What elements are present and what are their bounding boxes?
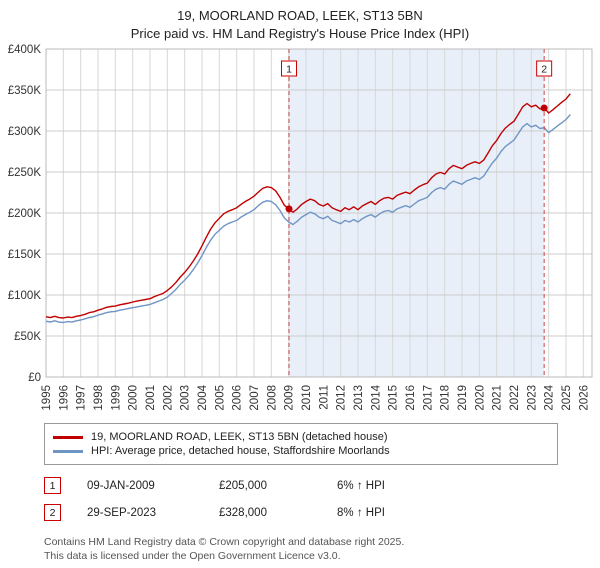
x-axis-label: 2002 — [162, 385, 174, 411]
x-axis-label: 2019 — [457, 385, 469, 411]
y-axis-label: £400K — [8, 44, 42, 56]
x-axis-label: 2023 — [526, 385, 538, 411]
x-axis-label: 2011 — [318, 385, 330, 410]
sale-1-number-badge: 1 — [44, 477, 61, 494]
sale-row-1: 1 09-JAN-2009 £205,000 6% ↑ HPI — [44, 477, 600, 494]
sale-1-chart-badge — [281, 60, 298, 77]
x-axis-label: 2018 — [440, 385, 452, 411]
x-axis-label: 2004 — [197, 384, 209, 410]
sale-1-marker — [285, 205, 293, 213]
x-axis-label: 2025 — [561, 385, 573, 411]
y-axis-label: £50K — [14, 331, 41, 343]
price-history-chart: 1 2 £0 £50K £100K £150K £200K £250K £300K £350K £4… — [8, 44, 593, 411]
sale-2-price: £328,000 — [219, 506, 267, 519]
x-axis-label: 2006 — [232, 385, 244, 411]
x-axis-label: 1995 — [41, 385, 53, 411]
x-axis-label: 2021 — [492, 385, 504, 411]
legend-label-hpi: HPI: Average price, detached house, Staf… — [91, 445, 390, 457]
x-axis-label: 1996 — [58, 385, 70, 411]
sales-list: 1 09-JAN-2009 £205,000 6% ↑ HPI 2 29-SEP… — [44, 477, 600, 521]
sale-row-2: 2 29-SEP-2023 £328,000 8% ↑ HPI — [44, 504, 600, 521]
x-axis-label: 2014 — [370, 384, 382, 410]
x-axis-label: 2017 — [422, 385, 434, 411]
footer: Contains HM Land Registry data © Crown c… — [44, 535, 600, 563]
page-subtitle: Price paid vs. HM Land Registry's House … — [130, 26, 470, 41]
y-axis-label: £0 — [28, 372, 41, 384]
x-axis-label: 2024 — [544, 384, 556, 410]
x-axis-label: 2008 — [266, 385, 278, 411]
y-axis-label: £350K — [8, 85, 42, 97]
x-axis-label: 2013 — [353, 385, 365, 411]
sale-2-number-badge: 2 — [44, 504, 61, 521]
y-axis-label: £200K — [8, 208, 42, 220]
x-axis-label: 2026 — [578, 385, 590, 411]
legend-item-price-paid: 19, MOORLAND ROAD, LEEK, ST13 5BN (detac… — [53, 431, 549, 443]
x-axis-label: 2010 — [301, 385, 313, 411]
page-title: 19, MOORLAND ROAD, LEEK, ST13 5BN — [177, 8, 423, 23]
svg-text:2: 2 — [541, 64, 547, 76]
svg-text:1: 1 — [286, 64, 292, 76]
legend: 19, MOORLAND ROAD, LEEK, ST13 5BN (detac… — [44, 423, 558, 465]
x-axis-label: 2015 — [388, 385, 400, 411]
price-paid-series-line — [45, 93, 571, 319]
sale-1-price: £205,000 — [219, 479, 267, 492]
footer-copyright: Contains HM Land Registry data © Crown c… — [44, 536, 405, 548]
sale-2-marker — [540, 104, 548, 112]
sale-2-chart-badge — [536, 60, 553, 77]
x-axis-label: 2007 — [249, 385, 261, 411]
hpi-series-line — [45, 114, 571, 324]
sale-2-vs-hpi: 8% ↑ HPI — [337, 506, 385, 519]
y-axis-label: £250K — [8, 167, 42, 179]
legend-item-hpi: HPI: Average price, detached house, Staf… — [53, 445, 549, 457]
x-axis-label: 2012 — [336, 385, 348, 411]
hpi-report: 19, MOORLAND ROAD, LEEK, ST13 5BN Price … — [0, 8, 600, 563]
plot-border — [45, 48, 593, 378]
footer-licence: This data is licensed under the Open Gov… — [44, 550, 341, 563]
x-axis-label: 1998 — [93, 385, 105, 411]
x-axis-label: 1997 — [76, 385, 88, 411]
sale-2-date: 29-SEP-2023 — [87, 506, 157, 519]
x-axis-label: 2016 — [405, 385, 417, 411]
legend-label-price-paid: 19, MOORLAND ROAD, LEEK, ST13 5BN (detac… — [91, 431, 388, 443]
x-axis-label: 2000 — [128, 385, 140, 411]
hpi-line-swatch — [53, 449, 83, 453]
x-axis-label: 2020 — [474, 385, 486, 411]
y-axis-label: £100K — [8, 290, 42, 302]
x-axis-label: 2003 — [180, 385, 192, 411]
x-axis-label: 2001 — [145, 385, 157, 411]
sale-1-vs-hpi: 6% ↑ HPI — [337, 479, 385, 492]
y-axis-label: £150K — [8, 249, 42, 261]
y-axis-label: £300K — [8, 126, 42, 138]
x-axis-label: 2022 — [509, 385, 521, 411]
sale-1-date: 09-JAN-2009 — [87, 479, 155, 492]
price-line-swatch — [53, 435, 83, 439]
x-axis-label: 1999 — [110, 385, 122, 411]
x-axis-label: 2009 — [284, 385, 296, 411]
x-axis-label: 2005 — [214, 385, 226, 411]
